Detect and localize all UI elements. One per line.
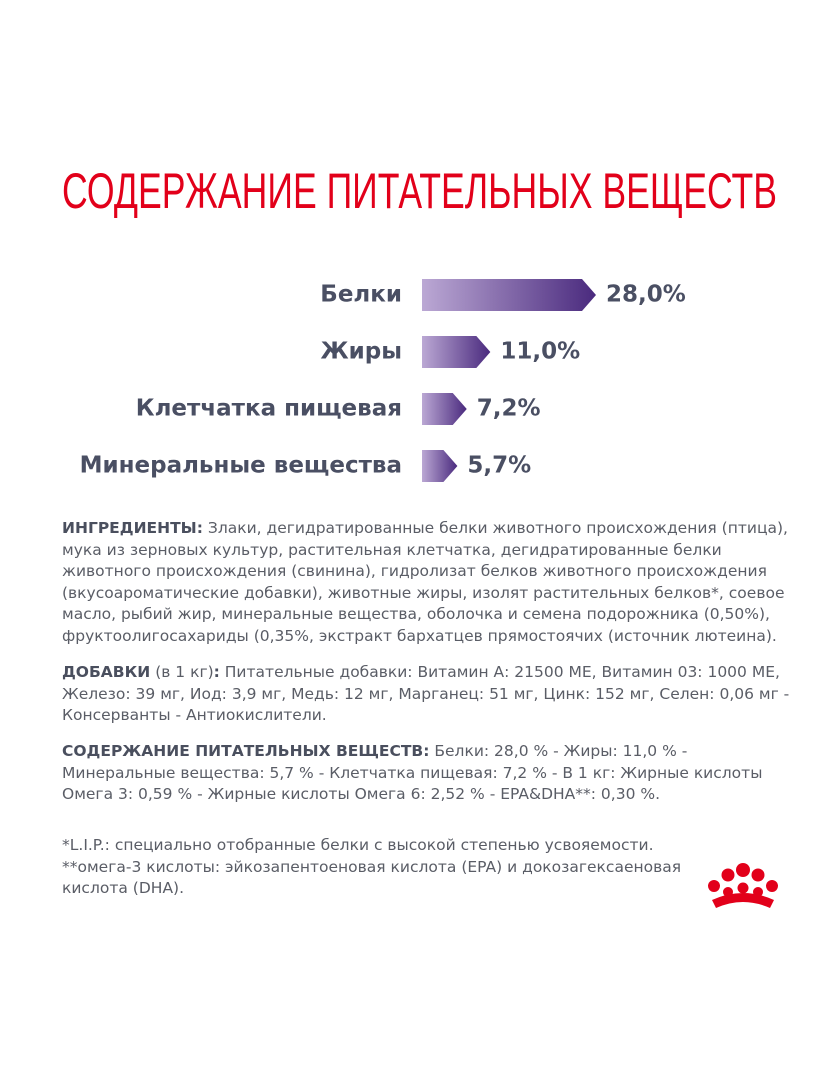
bar [422,336,491,368]
category-label: Клетчатка пищевая [136,396,402,422]
ingredients: ИНГРЕДИЕНТЫ: Злаки, дегидратированные бе… [62,518,792,647]
bar [422,279,596,311]
text: Питательные добавки: Витамин А: 21500 МЕ… [62,663,790,724]
footnote: **омега-3 кислоты: эйкозапентоеновая кис… [62,857,682,898]
value-label: 28,0% [606,282,686,308]
additives: ДОБАВКИ (в 1 кг): Питательные добавки: В… [62,662,792,727]
logo [708,863,778,908]
bar [422,450,458,482]
footnotes: *L.I.P.: специально отобранные белки с в… [62,835,692,900]
chart: СОДЕРЖАНИЕ ПИТАТЕЛЬНЫХ ВЕЩЕСТВ Белки 28,0… [62,163,777,482]
text: Белки: 28,0 % - Жиры: 11,0 % - Минеральн… [62,742,763,803]
nutrients: СОДЕРЖАНИЕ ПИТАТЕЛЬНЫХ ВЕЩЕСТВ: Белки: 2… [62,741,792,806]
label: СОДЕРЖАНИЕ ПИТАТЕЛЬНЫХ ВЕЩЕСТВ: [62,742,430,760]
value-label: 11,0% [500,339,580,365]
text: Злаки, дегидратированные белки животного… [62,519,788,645]
label: ДОБАВКИ [62,663,151,681]
category-label: Белки [320,282,402,308]
category-label: Минеральные вещества [80,453,402,479]
note: (в 1 кг) [155,663,214,681]
value-label: 7,2% [477,396,541,422]
colon: : [213,663,220,681]
footnote: *L.I.P.: специально отобранные белки с в… [62,836,654,854]
value-label: 5,7% [467,453,531,479]
chart-title: СОДЕРЖАНИЕ ПИТАТЕЛЬНЫХ ВЕЩЕСТВ [62,163,777,219]
bar [422,393,467,425]
label: ИНГРЕДИЕНТЫ: [62,519,203,537]
category-label: Жиры [320,339,402,365]
